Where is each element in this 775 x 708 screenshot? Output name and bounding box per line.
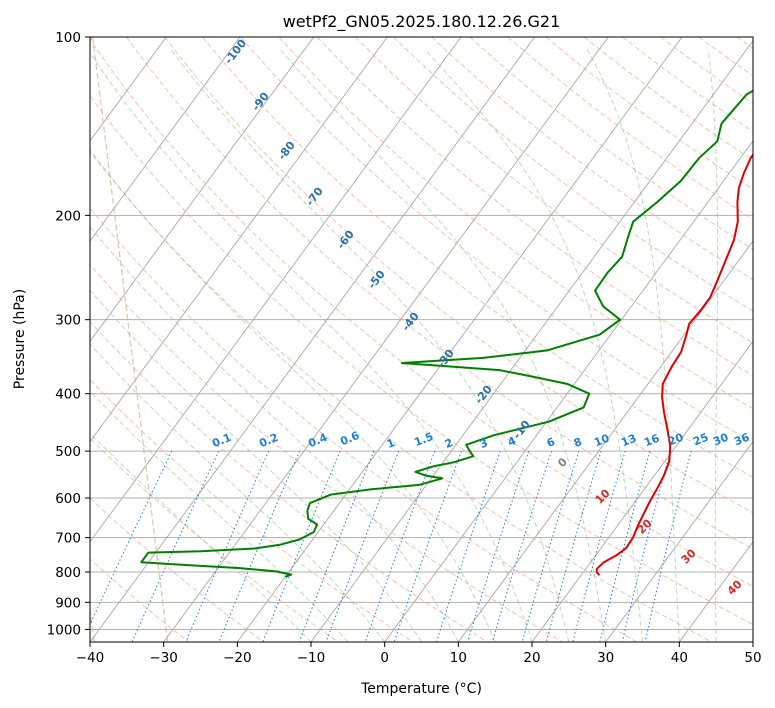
mixing-ratio-line — [90, 450, 173, 626]
mixing-ratio-label: 2 — [443, 436, 455, 451]
moist-adiabat-line — [90, 52, 533, 642]
moist-adiabat-line — [707, 49, 719, 642]
x-tick-label: −10 — [297, 650, 326, 666]
mixing-ratio-line — [599, 450, 651, 642]
x-tick-label: −30 — [149, 650, 178, 666]
mixing-ratio-label: 30 — [711, 431, 730, 449]
reference-curve — [92, 37, 169, 642]
mixing-ratio-line — [572, 450, 626, 642]
mixing-ratio-label: 13 — [619, 432, 638, 450]
dry-adiabat-line — [90, 497, 264, 642]
y-tick-label: 400 — [55, 387, 81, 403]
isotherm-line — [90, 37, 241, 242]
mixing-ratio-label: 16 — [642, 432, 661, 450]
isotherm-line — [605, 440, 753, 642]
mixing-ratio-line — [644, 450, 692, 642]
moist-adiabat-line — [170, 49, 570, 642]
isotherm-line — [384, 140, 753, 642]
moist-adiabat-line — [279, 49, 607, 642]
dry-adiabat-line — [507, 37, 753, 220]
y-tick-label: 800 — [55, 565, 81, 581]
moist-adiabat-line — [586, 49, 680, 642]
x-tick-label: 10 — [450, 650, 467, 666]
temperature-profile-line — [595, 152, 753, 576]
mixing-ratio-line — [262, 450, 341, 642]
dry-adiabat-line — [90, 94, 753, 626]
dry-adiabat-line — [90, 38, 753, 587]
mixing-ratio-line — [521, 450, 580, 642]
dewpoint-profile-line — [140, 89, 753, 578]
mixing-ratio-label: 36 — [732, 431, 751, 449]
mixing-ratio-line — [298, 450, 375, 642]
x-axis-label: Temperature (°C) — [360, 681, 482, 697]
isotherm-line — [236, 37, 683, 642]
y-axis-ticks: 100 200 300 400 500 600 700 800 900 1000 — [47, 30, 90, 638]
mixing-ratio-label: 3 — [478, 436, 490, 451]
series-layer — [140, 89, 753, 578]
x-tick-label: 20 — [523, 650, 540, 666]
moist-adiabat-line — [90, 390, 349, 642]
moist-adiabat-line — [424, 49, 643, 642]
y-tick-label: 600 — [55, 491, 81, 507]
mixing-ratio-label: 20 — [666, 431, 685, 449]
moist-adiabat-line — [90, 148, 496, 642]
mixing-ratio-line — [325, 450, 400, 642]
y-axis-label: Pressure (hPa) — [12, 289, 28, 389]
dry-adiabat-line — [90, 207, 638, 642]
x-tick-label: 0 — [380, 650, 389, 666]
moist-adiabat-line — [90, 226, 459, 642]
isotherm-line — [163, 37, 609, 642]
x-tick-label: −40 — [76, 650, 105, 666]
dry-adiabat-line — [240, 37, 753, 444]
mixing-ratio-line — [545, 450, 602, 642]
chart-title: wetPf2_GN05.2025.180.12.26.G21 — [283, 12, 561, 32]
y-tick-label: 900 — [55, 595, 81, 611]
dry-adiabat-line — [90, 263, 563, 642]
dry-adiabat-line — [164, 37, 753, 514]
isotherm-line — [531, 340, 753, 642]
dry-adiabat-line — [431, 37, 753, 281]
dry-adiabat-line — [126, 37, 753, 550]
y-tick-label: 200 — [55, 208, 81, 224]
x-tick-label: −20 — [223, 650, 252, 666]
plot-frame — [89, 36, 754, 643]
y-tick-label: 700 — [55, 531, 81, 547]
dry-adiabat-line — [90, 320, 488, 642]
background-lines — [90, 37, 753, 642]
dry-adiabat-line — [202, 37, 753, 478]
y-tick-label: 100 — [55, 30, 81, 46]
dry-adiabat-line — [355, 37, 753, 344]
x-tick-label: 30 — [597, 650, 614, 666]
y-tick-label: 500 — [55, 444, 81, 460]
x-axis-ticks: −40 −30 −20 −10 0 10 20 30 40 50 — [76, 642, 762, 666]
isotherm-line — [90, 37, 388, 443]
dry-adiabat-line — [584, 37, 753, 161]
dry-adiabat-line — [316, 37, 753, 377]
dry-adiabat-line — [90, 150, 712, 642]
isotherm-line — [90, 37, 315, 343]
isotherm-line — [457, 240, 753, 642]
dry-adiabat-line — [393, 37, 753, 312]
mixing-ratio-label: 10 — [592, 432, 611, 450]
y-tick-label: 300 — [55, 313, 81, 329]
mixing-ratio-line — [364, 450, 436, 642]
y-tick-label: 1000 — [47, 622, 81, 638]
isotherm-line — [90, 37, 167, 142]
mixing-ratio-label: 8 — [572, 435, 584, 450]
mixing-ratio-label: 1 — [385, 436, 397, 451]
mixing-ratio-line — [435, 450, 501, 642]
moist-adiabat-line — [90, 289, 422, 642]
x-tick-label: 50 — [744, 650, 761, 666]
dry-adiabat-line — [278, 37, 753, 410]
mixing-ratio-line — [621, 450, 671, 642]
dry-adiabat-line — [90, 437, 339, 642]
isotherm-line — [90, 37, 536, 642]
x-tick-label: 40 — [671, 650, 688, 666]
moist-adiabat-line — [90, 432, 312, 642]
mixing-ratio-label: 25 — [691, 431, 710, 449]
